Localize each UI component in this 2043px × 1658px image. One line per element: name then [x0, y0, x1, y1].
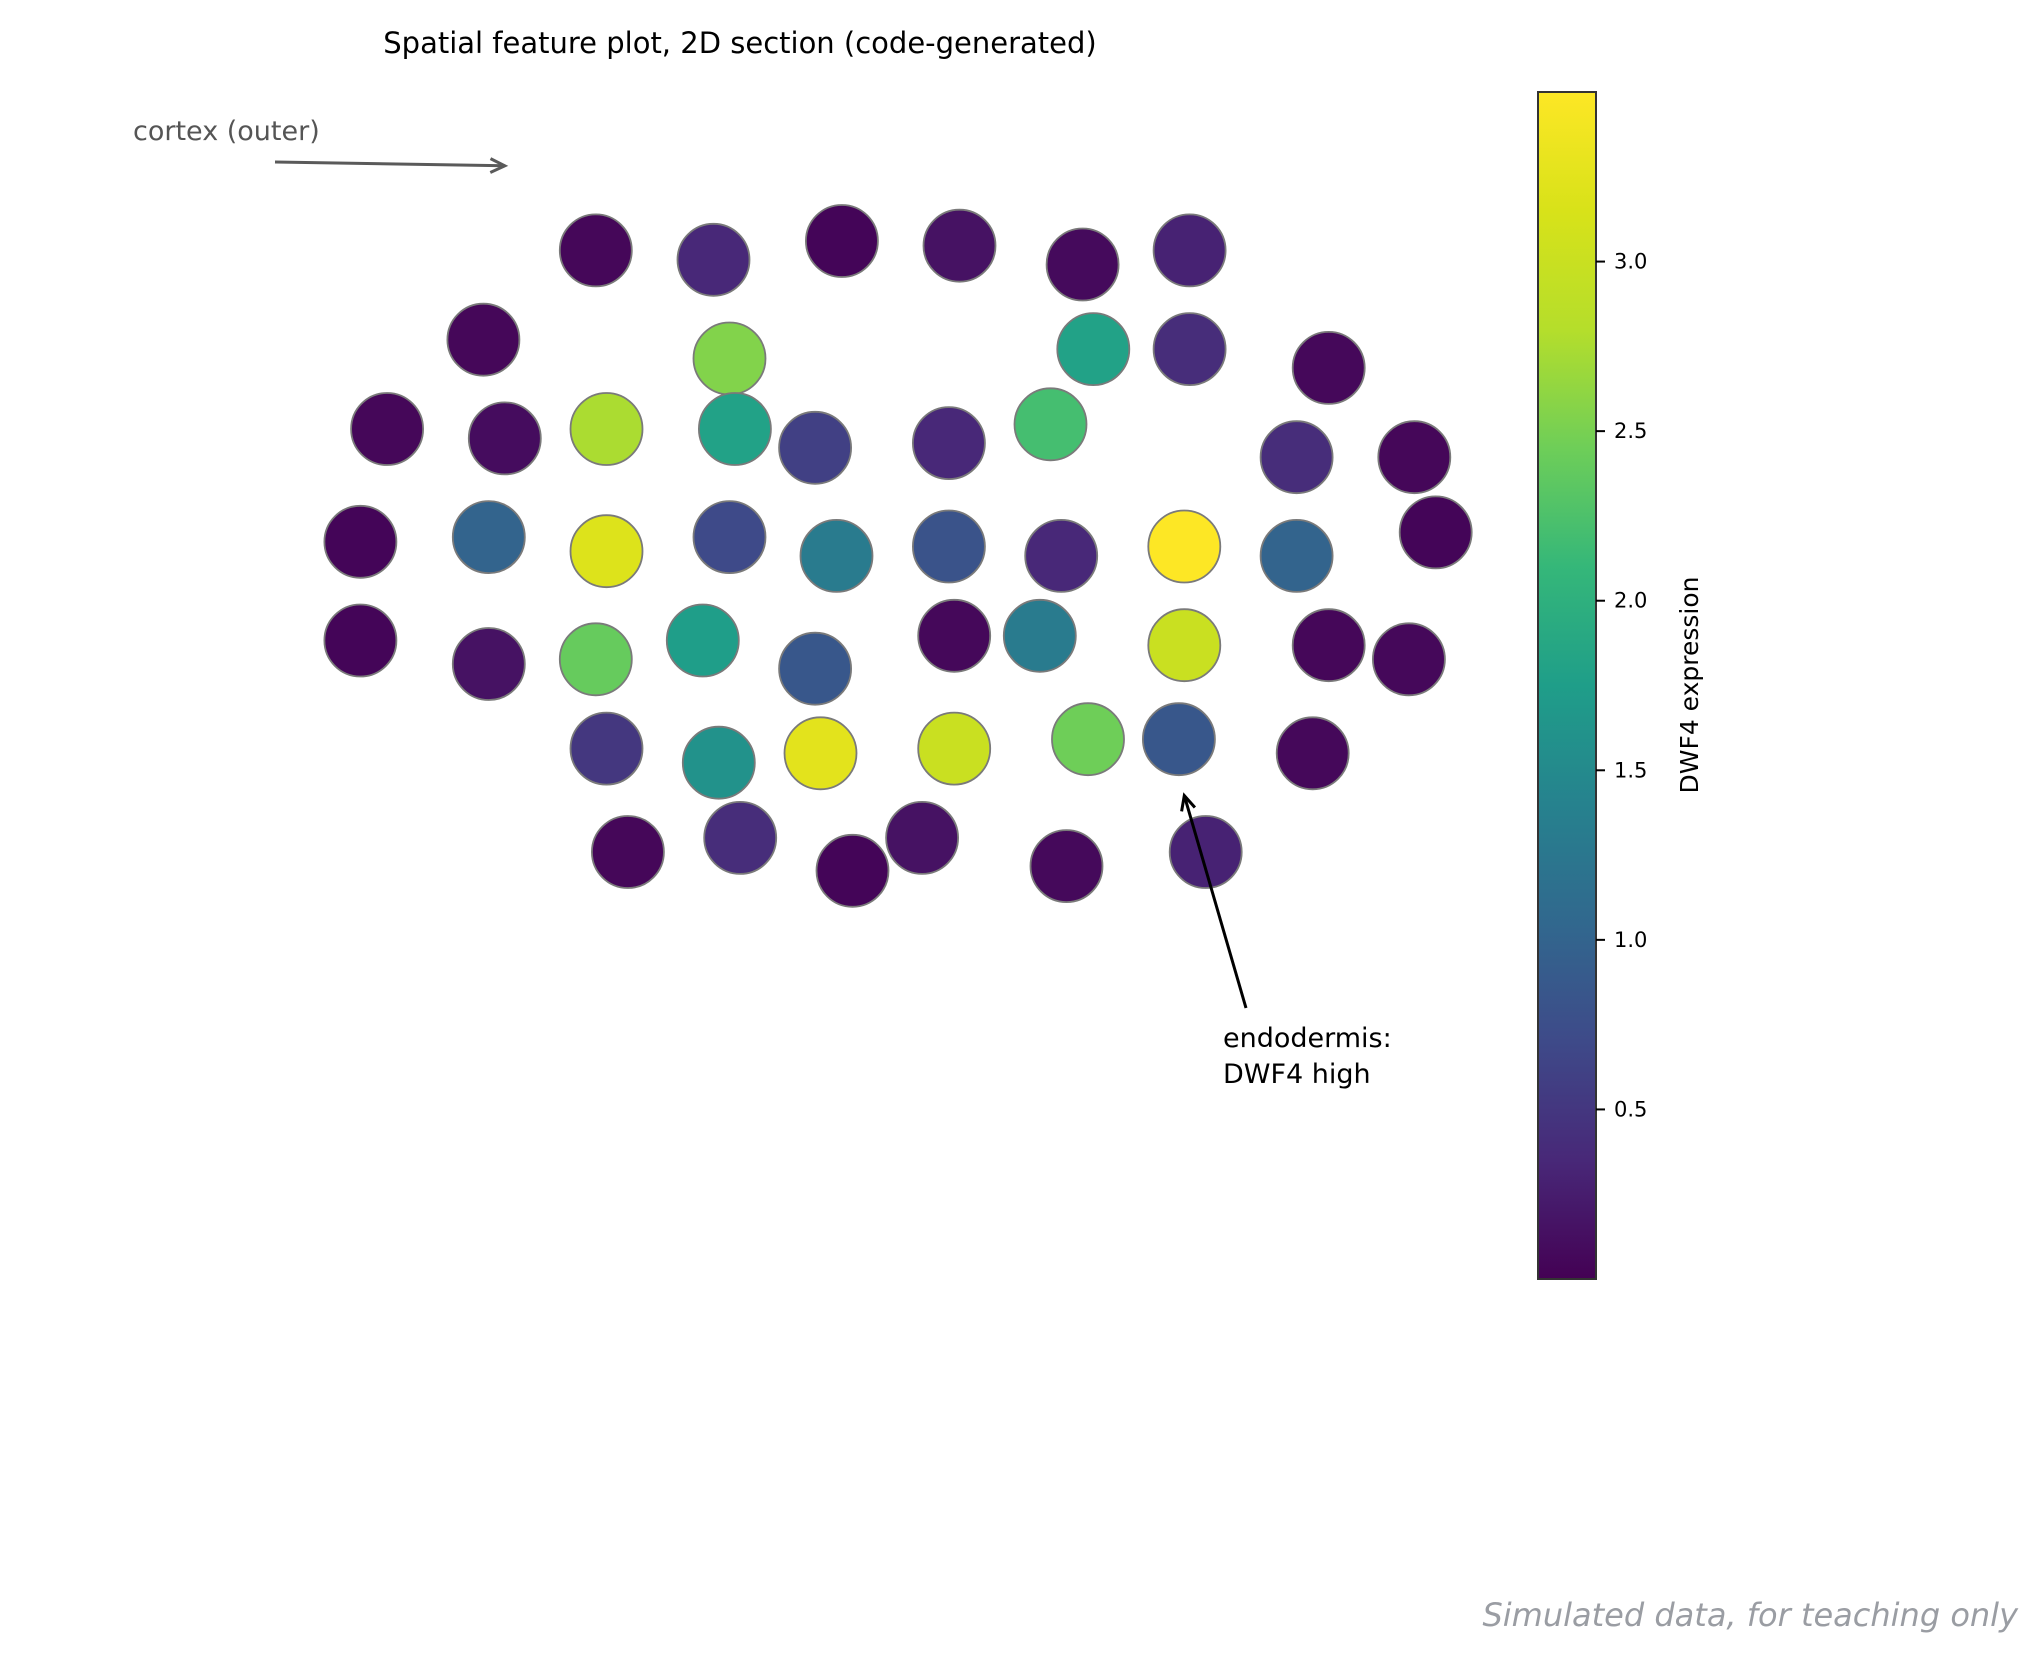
spot-43 [783, 716, 858, 791]
annotation-endodermis: endodermis: DWF4 high [1180, 792, 1392, 1090]
spot-46 [1142, 702, 1216, 777]
spot-2 [676, 222, 751, 297]
scatter-points [323, 204, 1473, 908]
spot-3 [805, 204, 879, 278]
spot-30 [1398, 495, 1473, 570]
spot-29 [1259, 519, 1334, 593]
spot-14 [569, 392, 644, 466]
spot-12 [350, 392, 425, 466]
annotation-endodermis-line2: DWF4 high [1223, 1059, 1371, 1090]
colorbar-tick-label-5: 2.5 [1614, 419, 1647, 443]
colorbar-tick-label-3: 1.5 [1614, 758, 1647, 782]
spot-41 [569, 711, 644, 786]
colorbar-label: DWF4 expression [1675, 576, 1704, 793]
spot-47 [1275, 716, 1350, 791]
chart-title: Spatial feature plot, 2D section (code-g… [383, 26, 1096, 60]
spot-7 [446, 302, 521, 377]
spot-16 [778, 410, 852, 485]
spot-15 [698, 392, 772, 466]
spot-22 [451, 500, 526, 574]
annotation-cortex-arrow [274, 160, 505, 168]
footer-note: Simulated data, for teaching only [1482, 1596, 2019, 1634]
annotation-endodermis-arrow [1182, 795, 1248, 1009]
spot-37 [1002, 598, 1077, 673]
spot-52 [1029, 829, 1104, 903]
annotation-endodermis-line1: endodermis: [1223, 1023, 1392, 1054]
spot-5 [1045, 227, 1120, 302]
spot-10 [1152, 312, 1227, 387]
spot-45 [1051, 702, 1125, 777]
spot-39 [1291, 608, 1366, 683]
spot-28 [1147, 509, 1222, 584]
spot-13 [467, 401, 542, 476]
spot-36 [917, 598, 992, 673]
spot-48 [591, 815, 665, 889]
spot-23 [569, 514, 644, 589]
spot-21 [323, 504, 398, 579]
colorbar-tick-label-6: 3.0 [1614, 250, 1647, 274]
spot-19 [1259, 420, 1334, 495]
annotation-endodermis-arrowhead [1180, 792, 1197, 812]
colorbar-gradient [1537, 91, 1597, 1280]
spot-25 [799, 519, 874, 593]
spot-40 [1372, 622, 1446, 697]
annotation-cortex: cortex (outer) [133, 116, 509, 174]
spot-27 [1024, 519, 1099, 593]
spot-49 [703, 801, 778, 875]
spot-4 [922, 208, 997, 283]
colorbar-tick-label-1: 0.5 [1614, 1097, 1647, 1121]
spot-18 [1013, 387, 1088, 462]
spot-34 [665, 603, 740, 678]
spot-11 [1291, 330, 1366, 405]
spot-42 [681, 725, 756, 800]
colorbar: 0.5 1.0 1.5 2.0 2.5 3.0 DWF4 expression [1537, 91, 1704, 1280]
spot-1 [558, 213, 633, 288]
spot-44 [917, 711, 992, 786]
colorbar-tick-label-4: 2.0 [1614, 589, 1647, 613]
spot-31 [323, 603, 398, 678]
annotation-cortex-label: cortex (outer) [133, 116, 320, 147]
spot-32 [451, 627, 526, 701]
spot-51 [885, 801, 959, 875]
annotation-cortex-arrowhead [489, 157, 509, 174]
spot-6 [1152, 213, 1227, 288]
spot-50 [815, 833, 890, 908]
spot-24 [692, 500, 767, 574]
spot-38 [1147, 608, 1222, 683]
colorbar-ticks: 0.5 1.0 1.5 2.0 2.5 3.0 [1596, 250, 1647, 1121]
spot-9 [1056, 312, 1131, 387]
spot-33 [558, 622, 633, 697]
spot-20 [1377, 420, 1452, 495]
spot-17 [912, 406, 986, 481]
spot-26 [912, 509, 986, 584]
spot-35 [778, 631, 852, 706]
colorbar-tick-label-2: 1.0 [1614, 928, 1647, 952]
spot-53 [1168, 815, 1243, 889]
spot-8 [692, 321, 767, 396]
